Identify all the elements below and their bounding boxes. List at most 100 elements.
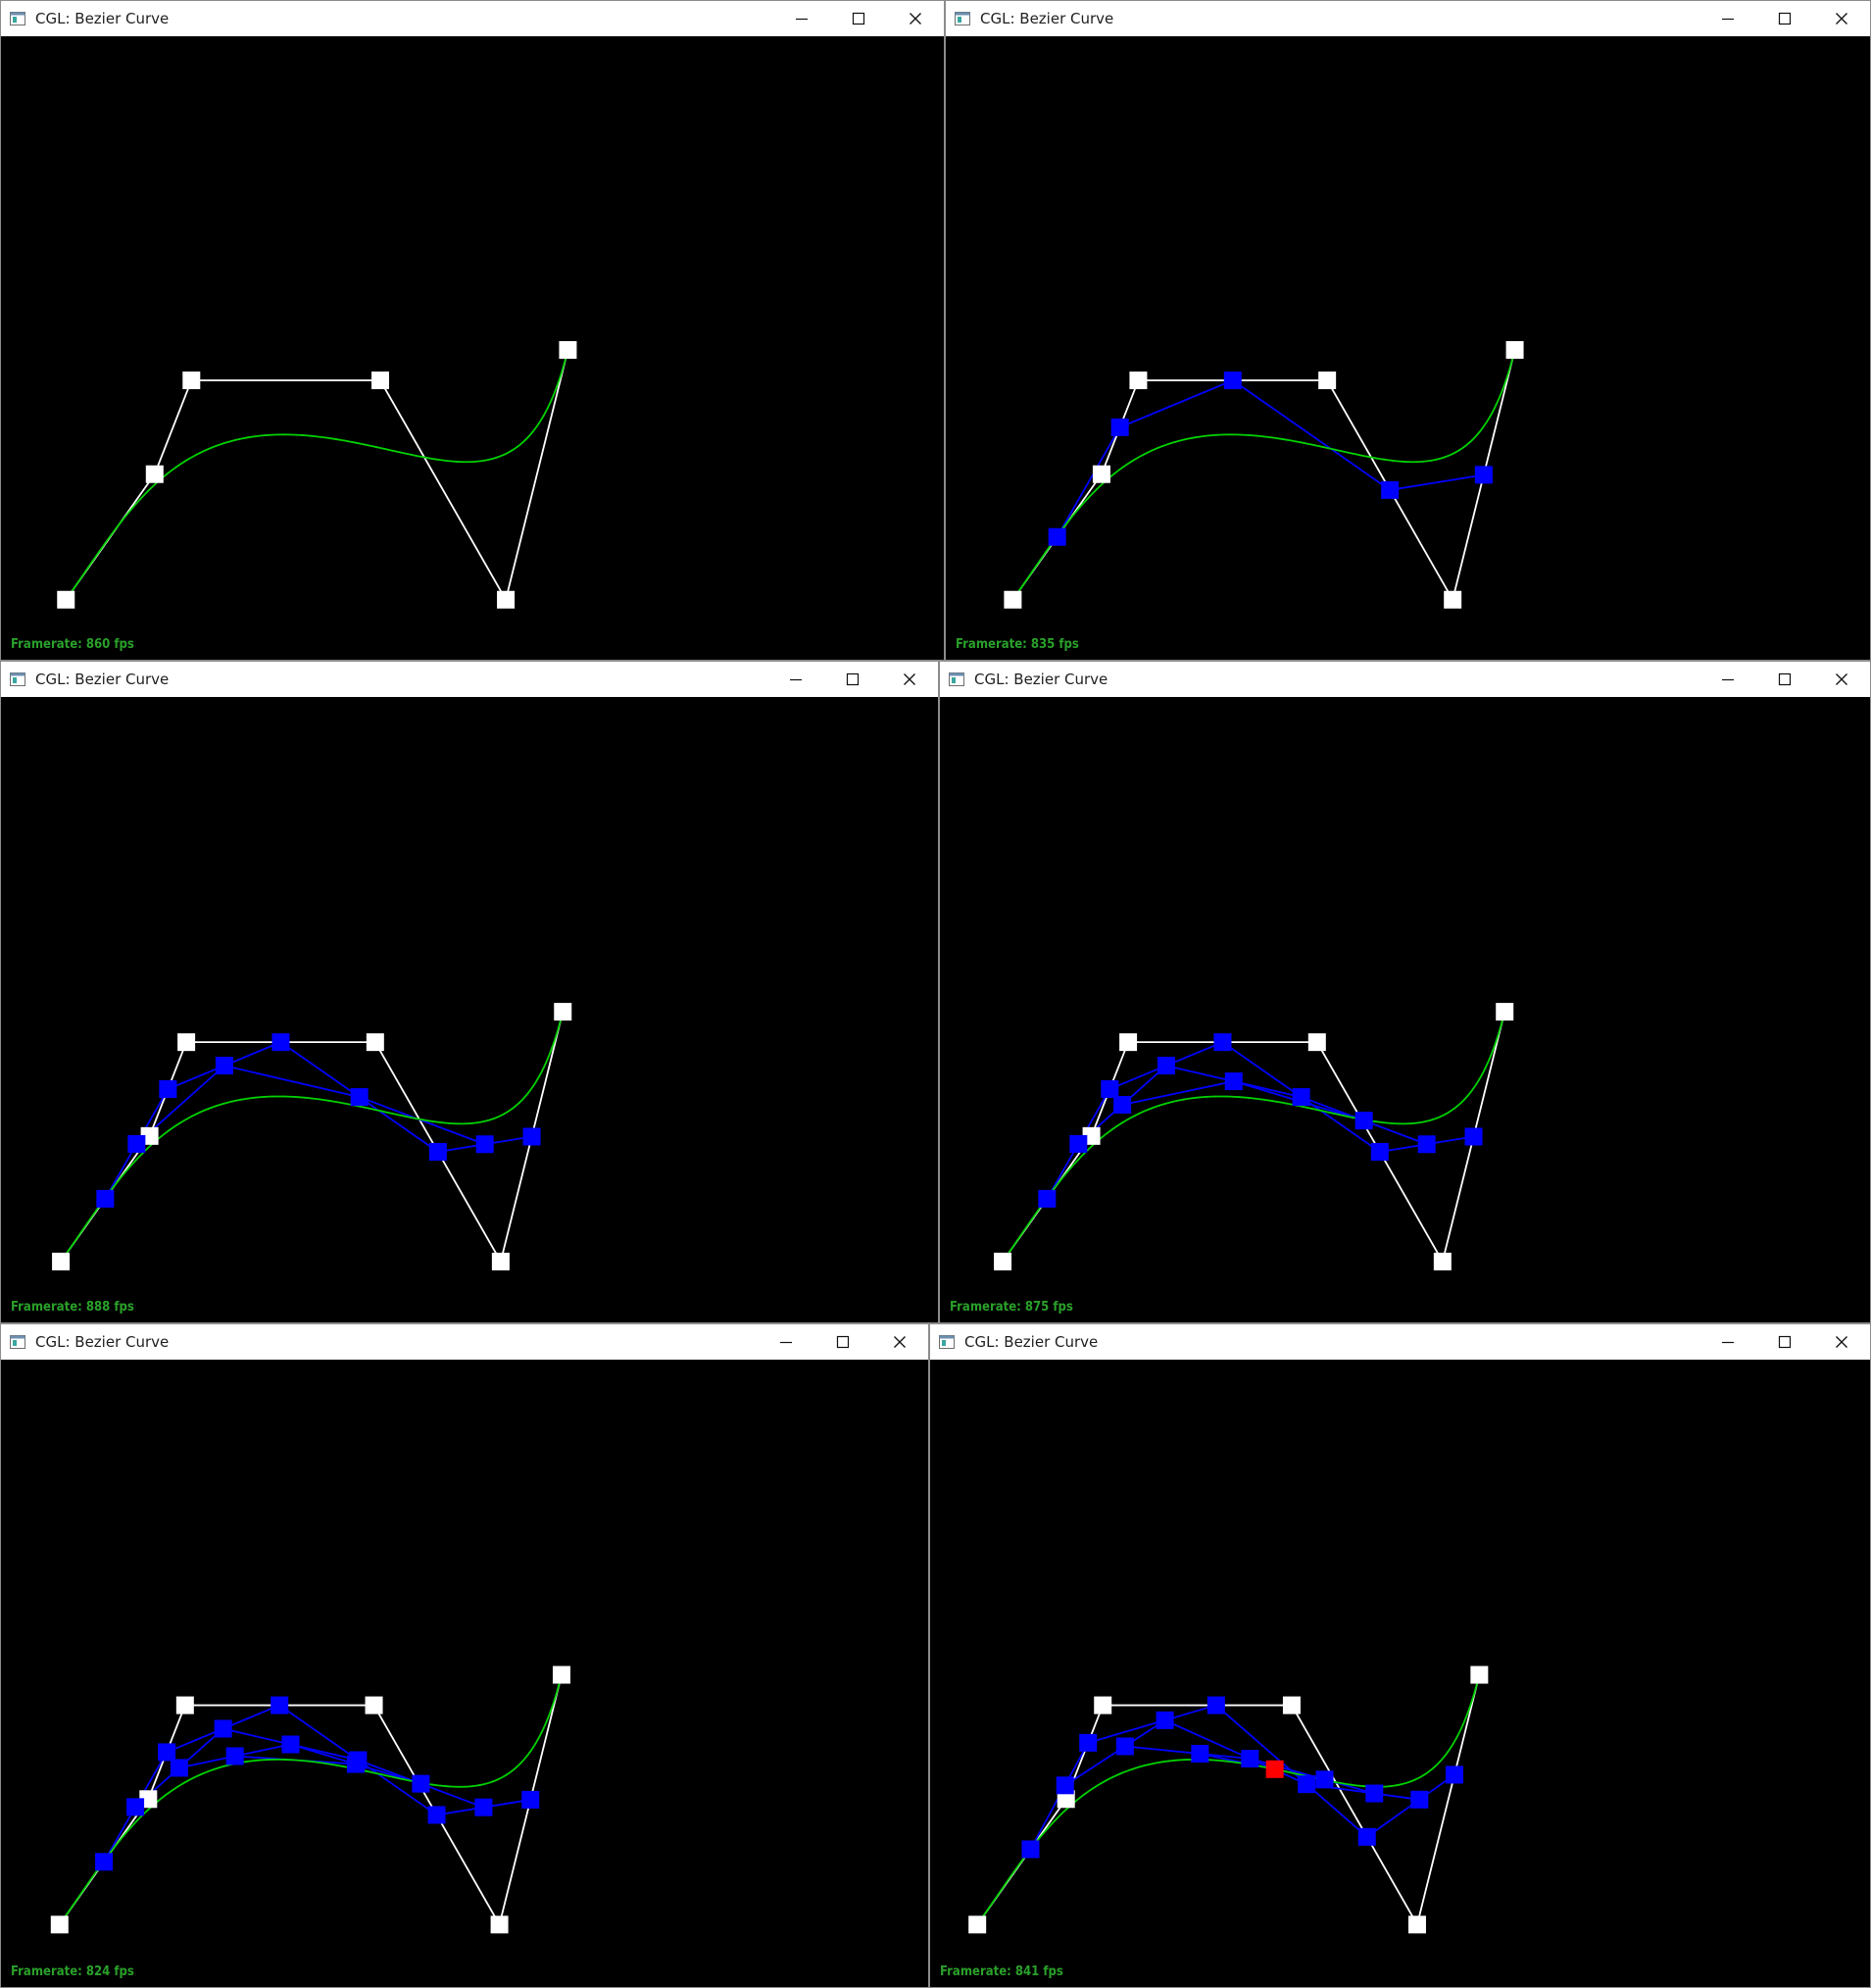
maximize-button[interactable] <box>814 1324 871 1360</box>
minimize-icon <box>790 678 802 681</box>
close-button[interactable] <box>1813 1324 1870 1360</box>
render-canvas[interactable]: Framerate: 888 fps <box>1 697 938 1322</box>
control-point-5[interactable] <box>1407 1915 1426 1934</box>
title-bar[interactable]: CGL: Bezier Curve <box>946 1 1870 36</box>
control-point-4[interactable] <box>1318 372 1337 390</box>
control-point-3[interactable] <box>1129 372 1148 390</box>
title-bar[interactable]: CGL: Bezier Curve <box>1 662 938 697</box>
maximize-button[interactable] <box>830 1 887 36</box>
title-bar[interactable]: CGL: Bezier Curve <box>1 1 944 36</box>
minimize-button[interactable] <box>1699 1 1756 36</box>
control-point-6[interactable] <box>1470 1665 1489 1684</box>
window-controls <box>1699 662 1870 697</box>
intermediate-point-l1-2 <box>158 1743 176 1762</box>
control-point-3[interactable] <box>177 1033 196 1052</box>
intermediate-point-l1-4 <box>1357 1827 1376 1846</box>
intermediate-point-l2-2 <box>1157 1057 1175 1075</box>
control-point-3[interactable] <box>182 372 201 390</box>
intermediate-point-l1-4 <box>428 1143 447 1162</box>
title-bar[interactable]: CGL: Bezier Curve <box>940 662 1870 697</box>
minimize-button[interactable] <box>767 662 824 697</box>
bezier-scene <box>52 1003 572 1270</box>
intermediate-point-l1-1 <box>95 1853 114 1871</box>
render-canvas[interactable]: Framerate: 875 fps <box>940 697 1870 1322</box>
intermediate-point-l3-3 <box>1354 1112 1373 1130</box>
intermediate-point-l1-1 <box>1048 527 1066 546</box>
close-icon <box>894 1336 906 1348</box>
maximize-button[interactable] <box>824 662 881 697</box>
close-button[interactable] <box>1813 1 1870 36</box>
control-point-2[interactable] <box>1092 465 1110 483</box>
app-window-icon <box>10 1335 25 1349</box>
render-canvas[interactable]: Framerate: 824 fps <box>1 1360 928 1987</box>
render-canvas[interactable]: Framerate: 841 fps <box>930 1360 1870 1987</box>
title-bar[interactable]: CGL: Bezier Curve <box>1 1324 928 1360</box>
control-point-4[interactable] <box>1307 1033 1326 1052</box>
control-point-5[interactable] <box>1444 590 1462 609</box>
minimize-button[interactable] <box>1699 1324 1756 1360</box>
control-point-4[interactable] <box>366 1033 384 1052</box>
control-point-1[interactable] <box>52 1252 71 1270</box>
intermediate-polygon-level-2 <box>1064 1718 1420 1801</box>
control-polygon <box>1011 349 1516 603</box>
intermediate-polygon-level-1 <box>104 1041 532 1200</box>
render-canvas[interactable]: Framerate: 860 fps <box>1 36 944 660</box>
minimize-icon <box>1722 18 1734 21</box>
control-point-6[interactable] <box>552 1665 570 1684</box>
control-point-4[interactable] <box>365 1696 383 1715</box>
control-point-3[interactable] <box>1119 1033 1138 1052</box>
title-bar[interactable]: CGL: Bezier Curve <box>930 1324 1870 1360</box>
minimize-icon <box>796 18 808 21</box>
bezier-curve <box>65 349 569 601</box>
maximize-button[interactable] <box>1756 662 1813 697</box>
minimize-button[interactable] <box>1699 662 1756 697</box>
control-point-3[interactable] <box>1094 1696 1112 1715</box>
control-point-2[interactable] <box>1057 1790 1075 1809</box>
intermediate-polygon-level-1 <box>1046 1041 1474 1200</box>
window-title: CGL: Bezier Curve <box>35 671 170 688</box>
control-point-4[interactable] <box>1282 1696 1301 1715</box>
control-point-6[interactable] <box>1496 1003 1514 1021</box>
control-point-6[interactable] <box>559 340 577 359</box>
close-button[interactable] <box>1813 662 1870 697</box>
control-point-3[interactable] <box>175 1696 194 1715</box>
intermediate-point-l1-5 <box>522 1127 541 1146</box>
window-title: CGL: Bezier Curve <box>980 10 1114 27</box>
intermediate-point-l1-3 <box>271 1696 289 1715</box>
close-button[interactable] <box>871 1324 928 1360</box>
maximize-icon <box>1778 672 1792 686</box>
bezier-curve <box>976 1674 1481 1925</box>
control-point-5[interactable] <box>490 1915 509 1934</box>
intermediate-point-l2-4 <box>1410 1790 1429 1809</box>
control-point-1[interactable] <box>968 1915 987 1934</box>
control-point-5[interactable] <box>1433 1252 1452 1270</box>
maximize-button[interactable] <box>1756 1324 1813 1360</box>
minimize-button[interactable] <box>758 1324 814 1360</box>
close-button[interactable] <box>881 662 938 697</box>
bezier-curve <box>1002 1011 1506 1263</box>
intermediate-point-l2-1 <box>1056 1776 1074 1795</box>
maximize-button[interactable] <box>1756 1 1813 36</box>
intermediate-point-l3-1 <box>1113 1096 1132 1114</box>
intermediate-point-l3-2 <box>281 1735 300 1754</box>
control-point-1[interactable] <box>57 590 75 609</box>
render-canvas[interactable]: Framerate: 835 fps <box>946 36 1870 660</box>
window-controls <box>1699 1324 1870 1360</box>
control-polygon <box>976 1674 1481 1927</box>
control-point-4[interactable] <box>371 372 390 390</box>
control-point-6[interactable] <box>554 1003 572 1021</box>
intermediate-point-l1-2 <box>1101 1080 1119 1098</box>
control-point-2[interactable] <box>145 465 164 483</box>
framerate-label: Framerate: 860 fps <box>11 637 134 652</box>
control-point-5[interactable] <box>491 1252 510 1270</box>
control-point-1[interactable] <box>994 1252 1012 1270</box>
control-point-6[interactable] <box>1505 340 1524 359</box>
close-button[interactable] <box>887 1 944 36</box>
control-point-5[interactable] <box>497 590 516 609</box>
intermediate-point-l1-5 <box>1446 1765 1463 1784</box>
window-title: CGL: Bezier Curve <box>974 671 1108 688</box>
app-window-icon <box>10 12 25 25</box>
minimize-button[interactable] <box>773 1 830 36</box>
control-point-1[interactable] <box>50 1915 69 1934</box>
control-point-1[interactable] <box>1004 590 1022 609</box>
